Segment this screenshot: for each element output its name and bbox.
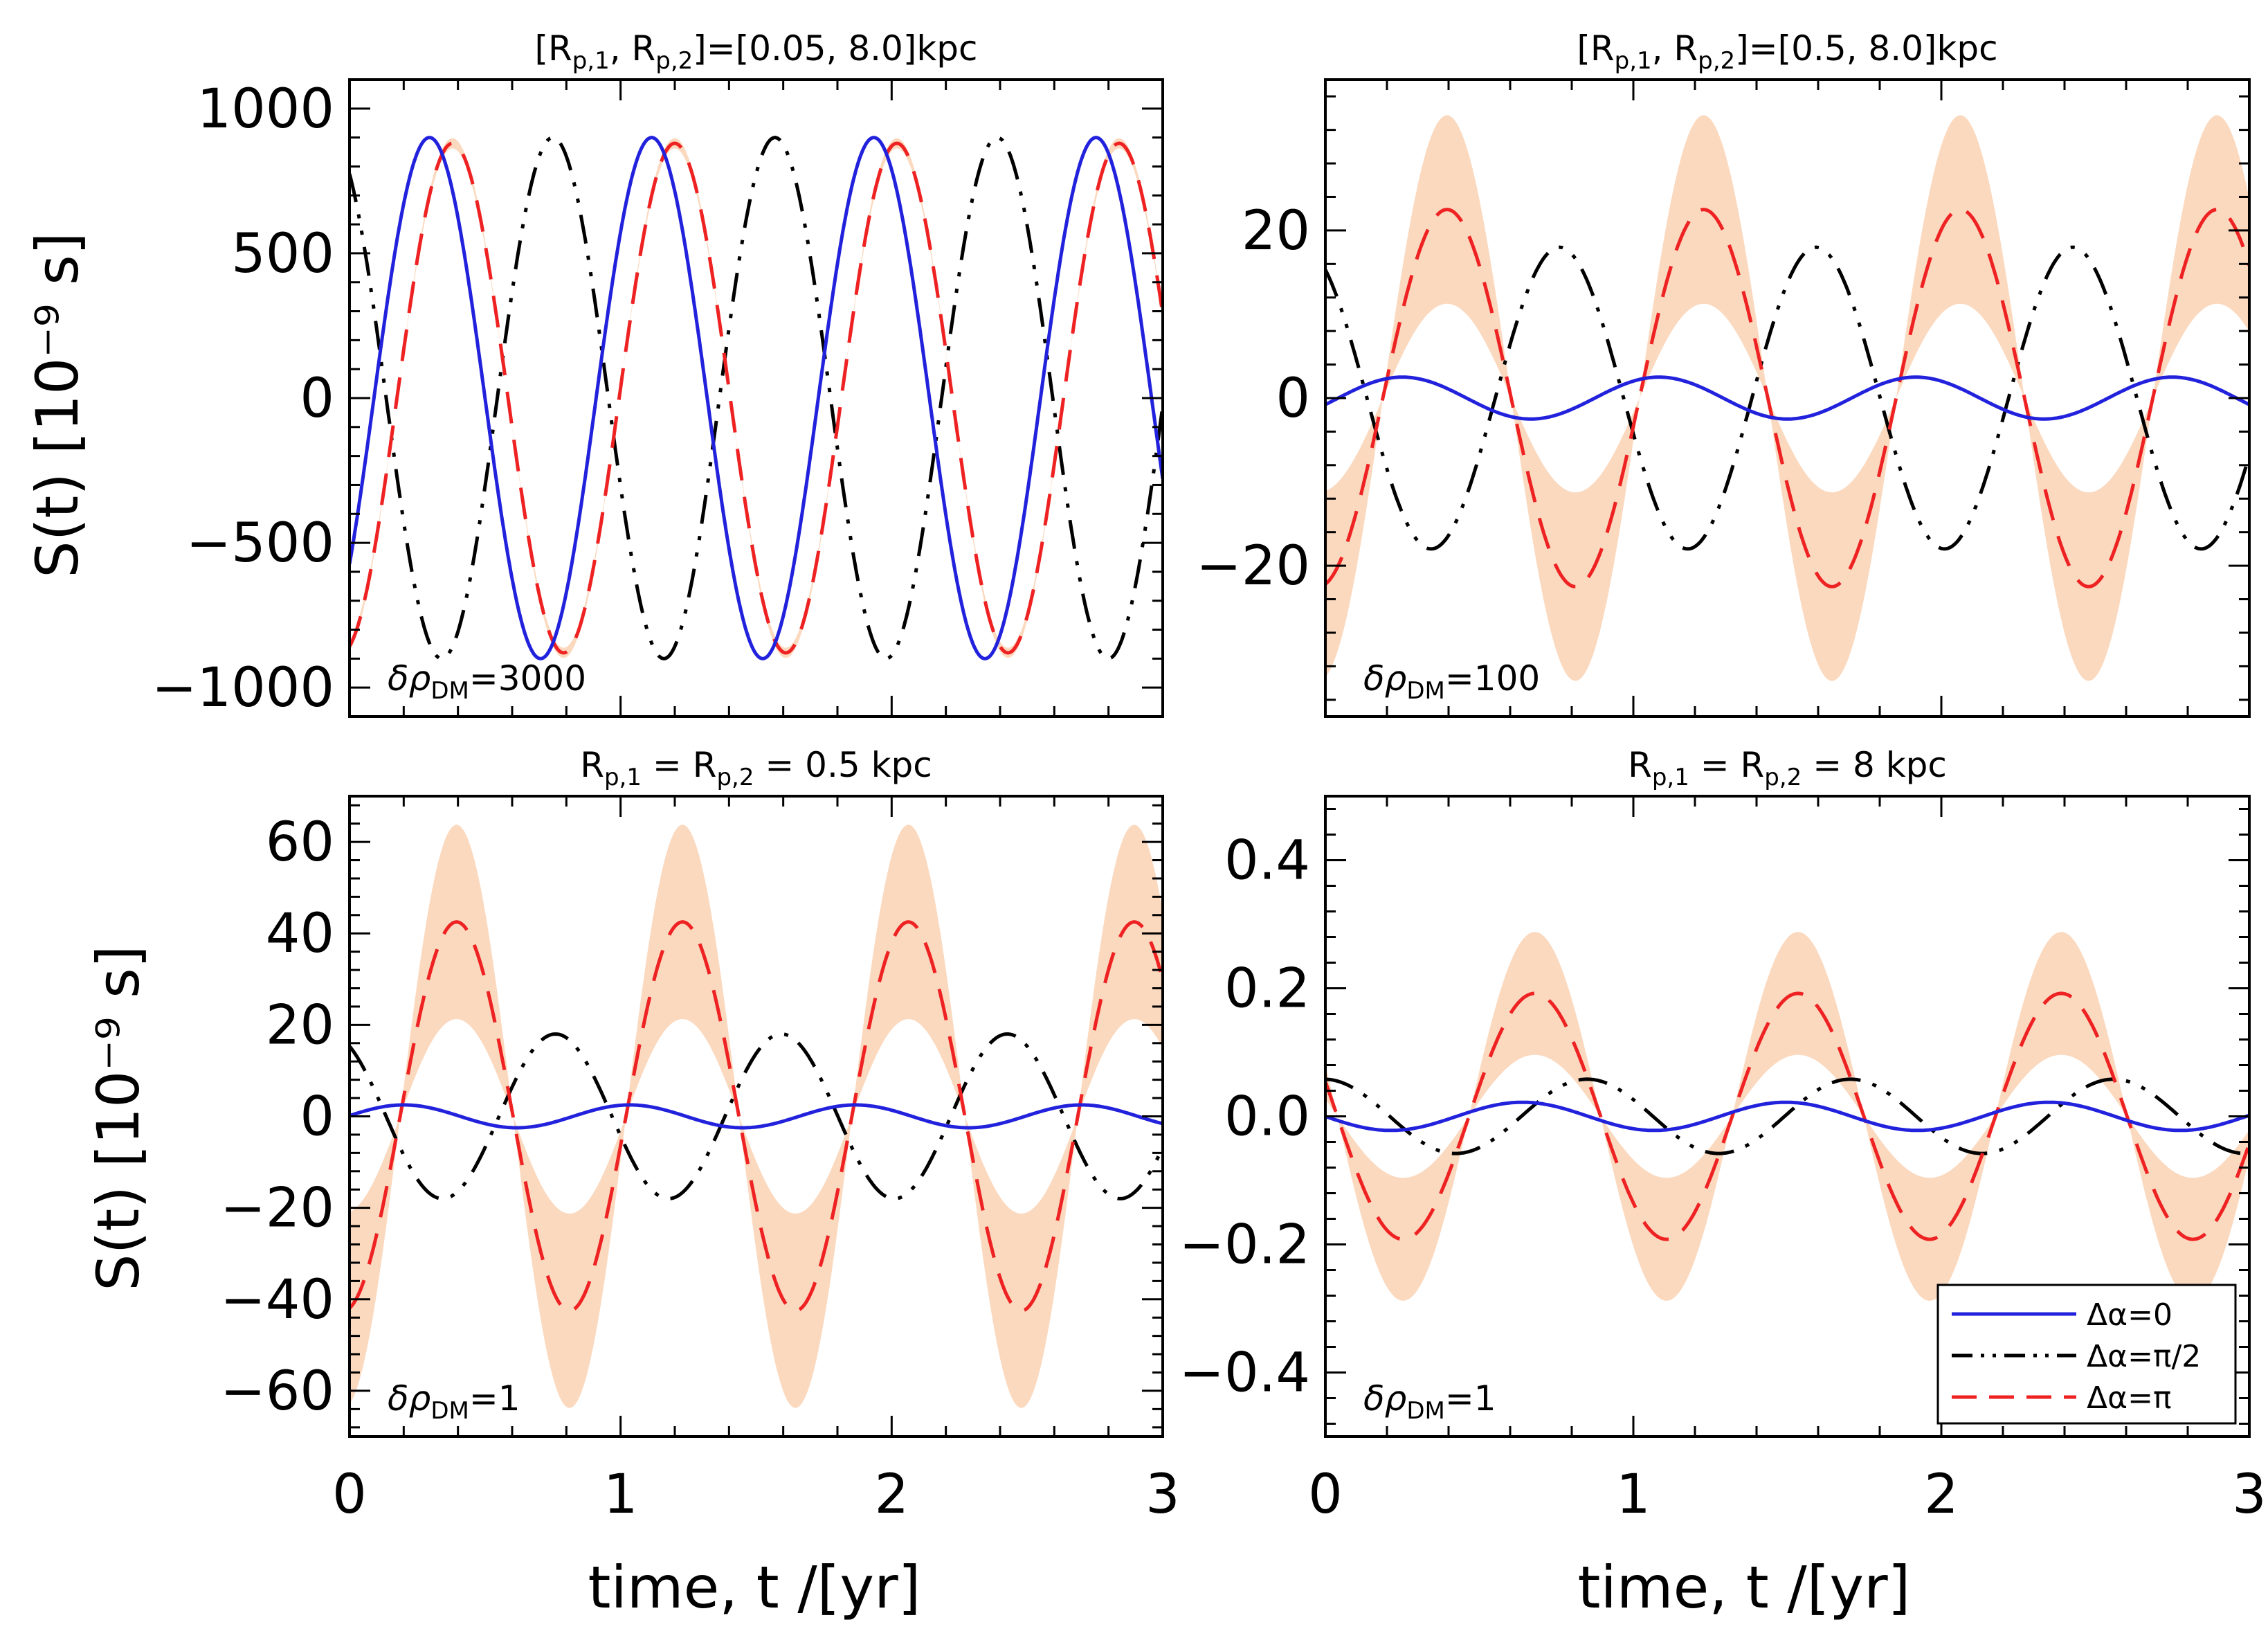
series-line-d2-panel-0 <box>350 141 1163 655</box>
legend-label-delta-alpha-0: Δα=0 <box>2087 1297 2172 1333</box>
y-tick-label-0-1: −500 <box>186 512 334 575</box>
series-line-d2-panel-3 <box>1325 991 2249 1241</box>
panel-title-3: Rp,1 = Rp,2 = 8 kpc <box>1628 745 1947 791</box>
y-tick-label-2-2: −20 <box>220 1178 334 1240</box>
uncertainty-band-2 <box>350 825 1163 1408</box>
density-annotation-2: δρDM=1 <box>388 1378 520 1425</box>
density-annotation-3: δρDM=1 <box>1363 1378 1496 1425</box>
series-line-d0-panel-3 <box>1325 1100 2249 1133</box>
series-line-d1-panel-0 <box>350 136 1163 660</box>
x-tick-label-2-1: 1 <box>604 1464 638 1526</box>
series-line-d1-panel-2 <box>350 1032 1163 1200</box>
y-tick-label-2-3: 0 <box>300 1086 334 1149</box>
y-tick-label-0-3: 500 <box>231 223 334 285</box>
legend-box <box>1936 1284 2237 1425</box>
panel-title-1: [Rp,1, Rp,2]=[0.5, 8.0]kpc <box>1577 28 1997 75</box>
y-tick-label-2-1: −40 <box>220 1269 334 1331</box>
panel-3: 0 1 2 3 −0.4 −0.2 0.0 0.2 0.4 Rp,1 = Rp,2 = 8 kpc… <box>1179 745 2267 1526</box>
y-tick-label-2-4: 20 <box>266 994 334 1056</box>
x-axis-title-left: time, t /[yr] <box>588 1554 921 1621</box>
y-tick-label-3-2: 0.0 <box>1224 1086 1310 1149</box>
plot-area-0 <box>350 136 1163 660</box>
y-tick-label-0-4: 1000 <box>197 78 334 141</box>
panel-1: −20 0 20 [Rp,1, Rp,2]=[0.5, 8.0]kpc δρDM=100 <box>1196 28 2251 718</box>
y-tick-label-0-0: −1000 <box>152 657 334 719</box>
panel-title-0: [Rp,1, Rp,2]=[0.05, 8.0]kpc <box>534 28 977 75</box>
y-tick-label-3-1: −0.2 <box>1179 1214 1310 1277</box>
y-tick-label-1-1: 0 <box>1276 368 1310 430</box>
x-tick-label-3-3: 3 <box>2232 1464 2267 1526</box>
plot-area-2 <box>350 825 1163 1408</box>
x-tick-label-2-3: 3 <box>1145 1464 1180 1526</box>
x-tick-label-2-2: 2 <box>875 1464 909 1526</box>
y-tick-label-3-0: −0.4 <box>1179 1342 1310 1405</box>
series-line-d0-panel-1 <box>1325 375 2249 421</box>
x-tick-label-3-1: 1 <box>1616 1464 1651 1526</box>
panel-0: −1000 −500 0 500 1000 [Rp,1, Rp,2]=[0.05, 8.0… <box>152 28 1164 719</box>
x-tick-label-3-0: 0 <box>1308 1464 1343 1526</box>
x-tick-label-3-2: 2 <box>1924 1464 1959 1526</box>
y-tick-label-1-2: 20 <box>1242 200 1310 262</box>
y-tick-label-1-0: −20 <box>1196 535 1310 597</box>
y-tick-label-2-6: 60 <box>266 811 334 874</box>
legend-label-delta-alpha-pi-half: Δα=π/2 <box>2087 1339 2201 1374</box>
y-tick-label-0-2: 0 <box>300 368 334 430</box>
density-annotation-1: δρDM=100 <box>1363 658 1540 705</box>
uncertainty-band-1 <box>1325 115 2249 681</box>
series-line-d1-panel-3 <box>1325 1077 2249 1155</box>
series-line-d1-panel-1 <box>1325 245 2249 551</box>
y-tick-label-2-5: 40 <box>266 903 334 965</box>
y-tick-label-2-0: −60 <box>220 1360 334 1423</box>
plot-area-3 <box>1325 932 2249 1301</box>
plot-area-1 <box>1325 115 2249 681</box>
series-line-d2-panel-2 <box>350 920 1163 1313</box>
density-annotation-0: δρDM=3000 <box>388 658 586 705</box>
x-axis-title-right: time, t /[yr] <box>1578 1554 1911 1621</box>
panel-title-2: Rp,1 = Rp,2 = 0.5 kpc <box>580 745 932 791</box>
uncertainty-band-3 <box>1325 932 2249 1301</box>
y-tick-label-3-3: 0.2 <box>1224 958 1310 1020</box>
legend: Δα=0 Δα=π/2 Δα=π <box>1936 1284 2237 1425</box>
series-line-d2-panel-1 <box>1325 208 2249 588</box>
y-axis-title-bottom: S(t) [10⁻⁹ s] <box>84 945 152 1290</box>
panel-2: 0 1 2 3 −60 −40 −20 0 20 40 60 Rp,1 = Rp,2 = 0.5 kp… <box>220 745 1179 1526</box>
x-tick-label-2-0: 0 <box>332 1464 367 1526</box>
y-tick-label-3-4: 0.4 <box>1224 830 1310 892</box>
legend-label-delta-alpha-pi: Δα=π <box>2087 1380 2171 1416</box>
y-axis-title-top: S(t) [10⁻⁹ s] <box>24 232 91 577</box>
series-line-d0-panel-2 <box>350 1103 1163 1130</box>
series-line-d0-panel-0 <box>350 136 1163 660</box>
